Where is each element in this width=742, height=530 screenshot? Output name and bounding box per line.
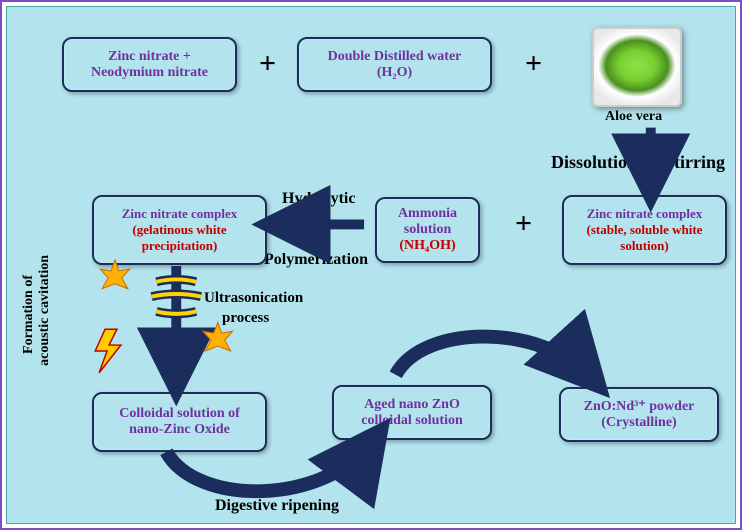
label-hydrolytic: Hydrolytic (282, 190, 355, 208)
node-water: Double Distilled water (H₂O) (297, 37, 492, 92)
ag-l1: Aged nano ZnO (364, 397, 460, 413)
am-l1: Ammonia (398, 206, 457, 222)
am-l2: solution (404, 222, 451, 238)
node-complex2: Zinc nitrate complex (stable, soluble wh… (562, 195, 727, 265)
sonic-waves-icon (152, 279, 201, 313)
node-ammonia: Ammonia solution (NH₄OH) (375, 197, 480, 263)
water-l2: (H₂O) (377, 65, 412, 81)
node-aged: Aged nano ZnO colloidal solution (332, 385, 492, 440)
col-l2: nano-Zinc Oxide (129, 422, 230, 438)
c1-l1: Zinc nitrate complex (122, 206, 238, 222)
diagram-frame: Zinc nitrate + Neodymium nitrate + Doubl… (0, 0, 742, 530)
label-digestive: Digestive ripening (215, 497, 339, 515)
label-ultrasonication: Ultrasonication (204, 290, 303, 307)
aloe-caption: Aloe vera (605, 109, 662, 125)
col-l1: Colloidal solution of (119, 406, 240, 422)
c2-l1: Zinc nitrate complex (587, 206, 703, 222)
node-colloidal: Colloidal solution of nano-Zinc Oxide (92, 392, 267, 452)
lightning-icon (95, 329, 121, 372)
label-acoustic: acoustic cavitation (37, 255, 53, 366)
label-dissolution: Dissolution (551, 152, 637, 173)
node-reagents: Zinc nitrate + Neodymium nitrate (62, 37, 237, 92)
c2-l2: (stable, soluble white (587, 222, 703, 238)
diagram-canvas: Zinc nitrate + Neodymium nitrate + Doubl… (6, 6, 736, 524)
pw-l2: (Crystalline) (601, 415, 676, 431)
label-formation: Formation of (21, 275, 37, 354)
c1-l2: (gelatinous white (132, 222, 226, 238)
label-stirring: stirring (667, 152, 725, 173)
plus-1: + (259, 47, 276, 81)
reagents-l1: Zinc nitrate + (108, 49, 191, 65)
reagents-l2: Neodymium nitrate (91, 65, 208, 81)
pw-l1: ZnO:Nd³⁺ powder (584, 398, 695, 415)
node-complex1: Zinc nitrate complex (gelatinous white p… (92, 195, 267, 265)
c1-l3: precipitation) (142, 238, 218, 254)
plus-2: + (525, 47, 542, 81)
am-l3: (NH₄OH) (399, 238, 455, 254)
aloe-vera-image (592, 27, 682, 107)
water-l1: Double Distilled water (328, 49, 462, 65)
label-process: process (222, 310, 269, 327)
node-powder: ZnO:Nd³⁺ powder (Crystalline) (559, 387, 719, 442)
plus-3: + (515, 207, 532, 241)
label-polymerization: Polymerization (264, 251, 368, 269)
c2-l3: solution) (620, 238, 668, 254)
ag-l2: colloidal solution (361, 413, 463, 429)
